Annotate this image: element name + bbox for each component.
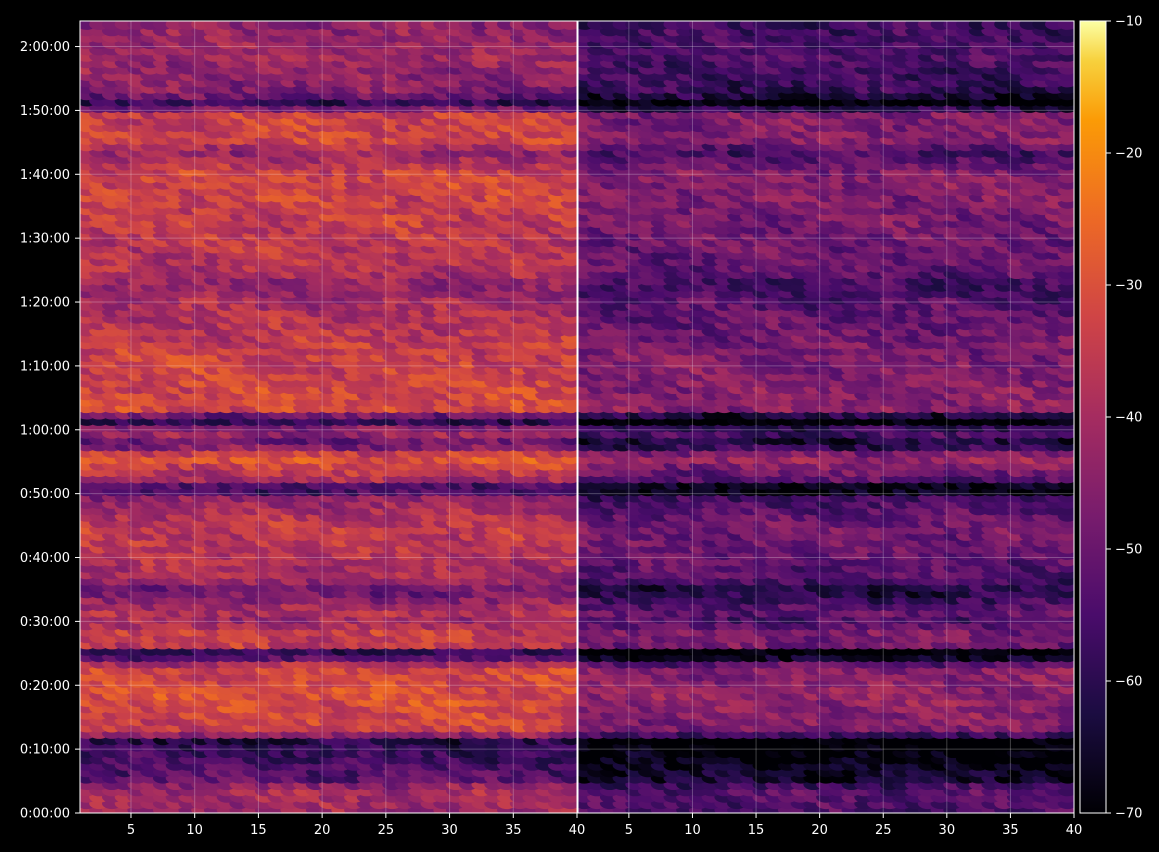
heatmap-panel-1 xyxy=(80,21,577,813)
heatmap-panel-2 xyxy=(578,21,1074,813)
